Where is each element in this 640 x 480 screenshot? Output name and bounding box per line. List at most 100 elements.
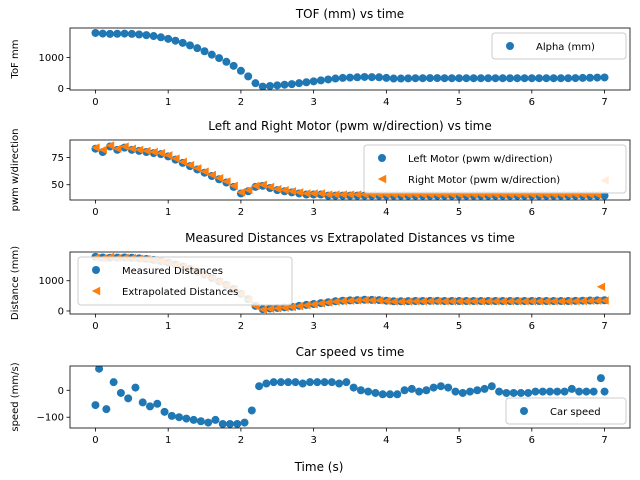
data-point-s2	[229, 181, 238, 191]
data-point-s1	[102, 405, 111, 414]
data-point-s1	[218, 419, 227, 428]
data-point-s1	[200, 47, 209, 56]
data-point-s1	[571, 74, 580, 83]
data-point-s2	[323, 298, 333, 307]
data-point-s1	[426, 74, 434, 83]
data-point-s2	[323, 190, 333, 199]
data-point-s1	[462, 74, 471, 83]
data-point-s1	[469, 74, 478, 83]
data-point-s2	[469, 297, 478, 306]
x-tick-label: 2	[238, 97, 244, 108]
data-point-s2	[498, 297, 507, 306]
legend-marker	[92, 266, 100, 274]
data-point-s2	[433, 296, 442, 306]
legend: Left Motor (pwm w/direction) Right Motor …	[363, 144, 627, 194]
x-tick-label: 4	[383, 97, 389, 108]
data-point-s2	[556, 297, 566, 306]
data-point-s1	[440, 74, 449, 83]
data-point-s1	[324, 75, 333, 84]
data-point-s2	[596, 282, 606, 291]
data-point-s1	[327, 378, 336, 387]
data-point-s1	[480, 384, 489, 393]
data-point-s1	[262, 379, 271, 388]
data-point-s2	[302, 301, 311, 310]
data-point-s1	[447, 74, 456, 83]
data-point-s1	[124, 394, 133, 403]
data-point-s2	[447, 297, 457, 306]
data-point-s1	[316, 76, 325, 85]
data-point-s2	[520, 297, 529, 306]
x-tick-label: 1	[165, 97, 171, 108]
data-point-s2	[280, 185, 289, 195]
data-point-s2	[367, 296, 377, 305]
data-point-s2	[98, 145, 107, 155]
data-point-s1	[578, 73, 587, 82]
legend-marker	[506, 42, 514, 50]
data-point-s2	[353, 190, 362, 199]
data-point-s1	[349, 383, 358, 392]
y-tick-label: 50	[51, 180, 64, 191]
data-point-s1	[600, 387, 609, 396]
data-point-s2	[527, 297, 537, 306]
x-tick-label: 4	[383, 207, 389, 218]
data-point-s1	[193, 44, 202, 53]
y-axis-label: Distance (mm)	[10, 246, 21, 320]
data-point-s1	[131, 383, 140, 392]
data-point-s1	[280, 80, 289, 89]
data-point-s2	[258, 180, 267, 189]
data-point-s2	[287, 302, 297, 312]
data-point-s1	[346, 73, 354, 82]
subplot-1: TOF (mm) vs time ToF mm 0 1 2 3 4 5 6 7 0 1000 Alpha…	[10, 7, 631, 108]
y-axis-label: pwm w/direction	[10, 129, 21, 212]
data-point-s1	[553, 387, 562, 396]
axes-frame	[69, 365, 631, 429]
x-tick-label: 5	[456, 207, 462, 218]
data-point-s1	[178, 38, 187, 47]
x-tick-label: 7	[601, 97, 607, 108]
data-point-s1	[149, 32, 158, 41]
y-tick-label: −100	[37, 413, 64, 424]
x-tick-label: 0	[92, 321, 98, 332]
data-point-s1	[407, 384, 416, 393]
x-tick-label: 6	[529, 97, 535, 108]
x-tick-label: 2	[238, 435, 244, 446]
data-point-s1	[516, 388, 525, 397]
data-point-s1	[560, 387, 569, 396]
data-point-s1	[596, 374, 605, 383]
data-point-s2	[243, 185, 253, 195]
data-point-s1	[535, 74, 544, 83]
data-point-s1	[498, 74, 507, 83]
data-point-s2	[280, 303, 289, 312]
data-point-s2	[360, 295, 369, 305]
data-point-s1	[109, 378, 118, 387]
data-point-s2	[309, 300, 318, 309]
data-point-s1	[360, 72, 369, 81]
data-point-s1	[476, 74, 485, 83]
data-point-s1	[451, 387, 460, 396]
data-point-s1	[91, 28, 100, 37]
data-point-s2	[403, 297, 413, 306]
axes-frame	[69, 139, 631, 201]
x-tick-label: 2	[238, 321, 244, 332]
subplot-3: Measured Distances vs Extrapolated Dista…	[10, 231, 631, 332]
data-point-s1	[531, 387, 540, 396]
data-point-s2	[411, 297, 420, 306]
data-point-s2	[265, 304, 275, 314]
x-tick-label: 1	[165, 435, 171, 446]
data-point-s1	[306, 378, 314, 387]
data-point-s1	[513, 74, 522, 83]
x-tick-label: 0	[92, 435, 98, 446]
data-point-s1	[422, 386, 431, 395]
legend-box	[77, 256, 293, 306]
data-point-s2	[236, 188, 246, 197]
data-point-s1	[182, 414, 191, 423]
x-tick-label: 4	[383, 321, 389, 332]
data-point-s2	[309, 189, 318, 198]
data-point-s1	[222, 57, 231, 66]
data-point-s2	[491, 297, 500, 306]
data-point-s2	[440, 297, 449, 306]
data-point-s1	[473, 386, 482, 395]
data-point-s1	[120, 29, 129, 38]
legend-box	[491, 32, 627, 60]
